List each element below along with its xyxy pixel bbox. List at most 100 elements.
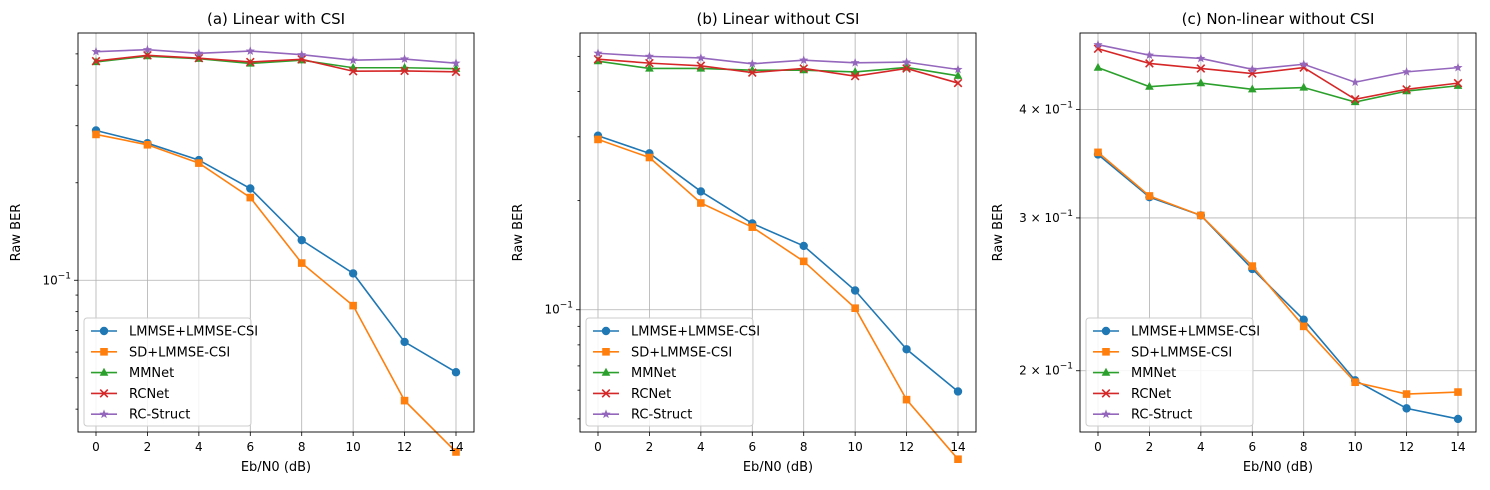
- legend: LMMSE+LMMSE-CSI SD+LMMSE-CSI MMNet RCNet RC-…: [585, 317, 760, 427]
- series-rc-struct: [91, 44, 461, 68]
- series-sd-lmmse-csi: [92, 130, 460, 456]
- data-point: [1402, 390, 1411, 398]
- data-point: [245, 57, 255, 67]
- legend-item: RC-Struct: [593, 408, 692, 423]
- x-tick-label: 14: [950, 440, 965, 454]
- legend-box: [83, 317, 252, 427]
- data-point: [194, 48, 204, 58]
- y-axis-label: Raw BER: [991, 204, 1006, 262]
- legend-label: RC-Struct: [631, 408, 692, 423]
- data-point: [696, 61, 706, 71]
- legend-marker: [99, 409, 109, 419]
- data-point: [400, 396, 409, 405]
- legend: LMMSE+LMMSE-CSI SD+LMMSE-CSI MMNet RCNet RC-…: [83, 317, 258, 427]
- data-point: [400, 54, 410, 63]
- data-point: [645, 58, 654, 68]
- data-point: [143, 140, 152, 149]
- data-point: [1402, 84, 1411, 94]
- legend-label: LMMSE+LMMSE-CSI: [631, 325, 760, 340]
- data-point: [696, 53, 706, 62]
- panel-1: 0 2 4 6 8 10 12 14 10−1 (a) Linear with CSI Eb/N0 …: [9, 10, 475, 475]
- series-line: [95, 133, 457, 453]
- series-line: [95, 55, 457, 70]
- series-line: [1097, 153, 1459, 420]
- legend-box: [1085, 317, 1254, 427]
- data-point: [142, 44, 152, 54]
- y-axis-label: Raw BER: [511, 204, 526, 262]
- data-point: [348, 55, 358, 65]
- data-point: [594, 135, 602, 144]
- data-point: [348, 66, 358, 76]
- x-tick-label: 10: [346, 440, 361, 454]
- legend-marker: [601, 409, 611, 419]
- panel-2: 0 2 4 6 8 10 12 14 10−1 (b) Linear without CSI Eb/…: [511, 10, 977, 475]
- data-point: [451, 368, 461, 377]
- data-point: [1299, 315, 1308, 324]
- legend-marker: [602, 348, 610, 356]
- data-point: [747, 58, 757, 68]
- x-tick-label: 6: [246, 440, 254, 454]
- data-point: [1350, 77, 1360, 87]
- legend-label: MMNet: [1131, 366, 1176, 381]
- legend-label: LMMSE+LMMSE-CSI: [129, 325, 258, 340]
- x-tick-label: 10: [848, 440, 863, 454]
- data-point: [644, 51, 654, 61]
- legend-label: MMNet: [129, 366, 174, 381]
- data-point: [349, 301, 357, 310]
- data-point: [246, 184, 255, 193]
- legend-item: RCNet: [91, 387, 169, 402]
- x-tick-label: 0: [92, 440, 100, 454]
- data-point: [747, 68, 757, 77]
- data-point: [1351, 378, 1359, 387]
- series-line: [95, 129, 457, 373]
- data-point: [1350, 94, 1360, 104]
- series-rc-struct: [593, 48, 963, 74]
- legend-item: SD+LMMSE-CSI: [91, 345, 230, 360]
- data-point: [1453, 80, 1463, 89]
- chart-title: (a) Linear with CSI: [207, 10, 345, 28]
- legend-marker: [1102, 348, 1110, 356]
- data-point: [195, 159, 203, 167]
- series-rcnet: [91, 50, 461, 77]
- legend-marker: [1101, 367, 1111, 376]
- x-axis-label: Eb/N0 (dB): [743, 460, 813, 475]
- x-tick-label: 2: [646, 440, 654, 454]
- data-point: [1145, 192, 1154, 200]
- legend-item: SD+LMMSE-CSI: [593, 345, 732, 360]
- data-point: [954, 455, 962, 464]
- series-rcnet: [1093, 44, 1463, 104]
- data-point: [850, 286, 860, 295]
- data-point: [400, 66, 409, 76]
- x-tick-label: 4: [697, 440, 705, 454]
- legend-item: RC-Struct: [91, 408, 190, 423]
- data-point: [1093, 44, 1103, 54]
- x-tick-label: 0: [594, 440, 602, 454]
- data-point: [851, 304, 859, 312]
- series-line: [597, 52, 959, 71]
- data-point: [645, 153, 654, 162]
- series-line: [1097, 66, 1459, 103]
- axes-frame: [77, 32, 475, 433]
- y-axis-label: Raw BER: [9, 204, 24, 262]
- series-line: [1097, 47, 1459, 101]
- data-point: [953, 70, 963, 79]
- legend-item: RCNet: [593, 387, 671, 402]
- data-point: [902, 395, 911, 404]
- data-point: [593, 48, 603, 58]
- legend-item: LMMSE+LMMSE-CSI: [91, 325, 258, 340]
- legend-label: SD+LMMSE-CSI: [1131, 345, 1232, 360]
- legend-label: RCNet: [631, 387, 671, 402]
- data-point: [697, 199, 705, 207]
- data-point: [297, 54, 307, 64]
- legend-marker: [1101, 326, 1111, 336]
- data-point: [799, 64, 809, 73]
- data-point: [1247, 69, 1257, 78]
- x-tick-label: 4: [195, 440, 203, 454]
- legend-item: LMMSE+LMMSE-CSI: [1093, 325, 1260, 340]
- data-point: [348, 269, 358, 278]
- series-line: [95, 48, 457, 64]
- data-point: [1453, 78, 1463, 88]
- x-tick-label: 14: [1450, 440, 1465, 454]
- series-line: [597, 58, 959, 84]
- y-tick-label: 10−1: [544, 301, 573, 317]
